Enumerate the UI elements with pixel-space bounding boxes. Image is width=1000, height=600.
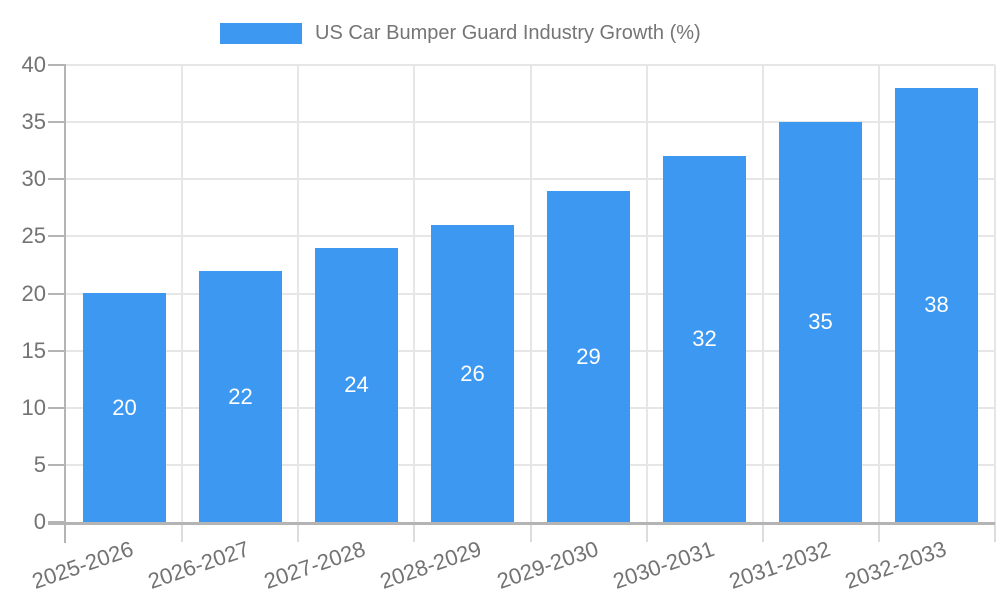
bar-value-label: 29 <box>576 344 601 369</box>
bar-2028-2029[interactable] <box>431 225 514 522</box>
y-axis-tick <box>48 64 66 66</box>
bar-value-label: 22 <box>228 384 253 409</box>
bar-value-label: 38 <box>924 292 949 317</box>
x-axis-tick <box>297 522 299 542</box>
x-axis-line <box>48 522 995 525</box>
bar-2026-2027[interactable] <box>199 271 282 522</box>
legend-label: US Car Bumper Guard Industry Growth (%) <box>315 22 701 44</box>
bar-2030-2031[interactable] <box>663 156 746 522</box>
chart-legend[interactable]: US Car Bumper Guard Industry Growth (%) <box>220 19 701 47</box>
y-axis-tick-label: 25 <box>21 223 46 248</box>
gridline-vertical <box>181 65 183 522</box>
y-axis-tick <box>48 293 66 295</box>
y-axis-tick-label: 15 <box>21 338 46 363</box>
x-axis-tick <box>181 522 183 542</box>
gridline-vertical <box>878 65 880 522</box>
legend-swatch <box>220 22 302 44</box>
x-axis-tick <box>878 522 880 542</box>
bar-value-label: 24 <box>344 372 369 397</box>
bar-2029-2030[interactable] <box>547 191 630 522</box>
bar-2027-2028[interactable] <box>315 248 398 522</box>
bar-value-label: 32 <box>692 326 717 351</box>
gridline-vertical <box>762 65 764 522</box>
bar-value-label: 20 <box>112 395 137 420</box>
y-axis-tick <box>48 178 66 180</box>
y-axis-tick-label: 35 <box>21 109 46 134</box>
y-axis-tick <box>48 464 66 466</box>
y-axis-line <box>64 64 66 543</box>
x-axis-tick <box>762 522 764 542</box>
bar-value-label: 35 <box>808 309 833 334</box>
y-axis-tick-label: 5 <box>33 452 46 477</box>
gridline-vertical <box>530 65 532 522</box>
y-axis-tick-label: 10 <box>21 395 46 420</box>
bar-value-label: 26 <box>460 361 485 386</box>
y-axis-tick <box>48 121 66 123</box>
y-axis-tick-label: 40 <box>21 52 46 77</box>
x-axis-tick <box>994 522 996 542</box>
y-axis-tick <box>48 350 66 352</box>
x-axis-tick <box>646 522 648 542</box>
gridline-vertical <box>413 65 415 522</box>
bar-2031-2032[interactable] <box>779 122 862 522</box>
y-axis-tick <box>48 235 66 237</box>
y-axis-tick-label: 20 <box>21 281 46 306</box>
x-axis-tick <box>413 522 415 542</box>
y-axis-tick-label: 30 <box>21 166 46 191</box>
x-axis-tick <box>530 522 532 542</box>
bar-2025-2026[interactable] <box>83 293 166 522</box>
gridline-vertical <box>297 65 299 522</box>
y-axis-tick <box>48 407 66 409</box>
bar-2032-2033[interactable] <box>895 88 978 522</box>
y-axis-tick-label: 0 <box>33 509 46 534</box>
gridline-vertical <box>646 65 648 522</box>
gridline-vertical <box>994 65 996 522</box>
